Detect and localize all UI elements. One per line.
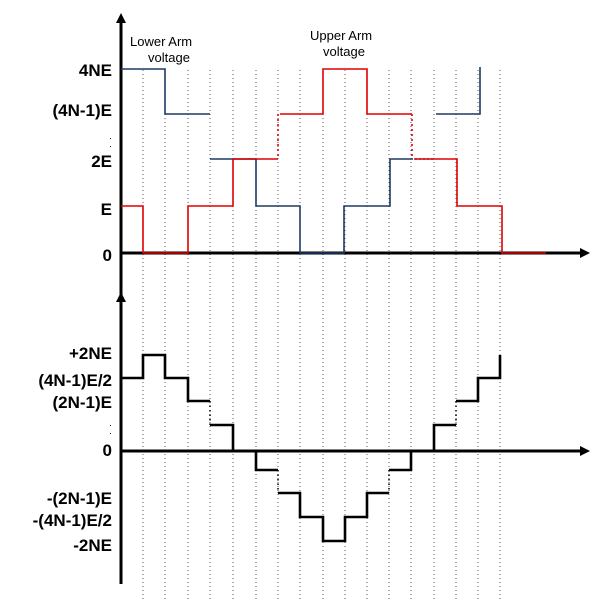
upper-arm-annotation-line1: Upper Arm [310, 28, 372, 43]
top-axis-break-dots: · [109, 133, 112, 143]
upper-arm-voltage-trace [121, 68, 546, 254]
bottom-tick-label-4n-1e-half: (4N-1)E/2 [38, 371, 112, 390]
bottom-panel: +2NE (4N-1)E/2 (2N-1)E 0 -(2N-1)E -(4N-1… [33, 292, 590, 584]
bottom-tick-label-minus-2ne: -2NE [73, 536, 112, 555]
top-axis-break-dots-2: · [109, 141, 112, 151]
bottom-tick-label-zero: 0 [103, 441, 112, 460]
bottom-tick-label-minus-2n-1e: -(2N-1)E [47, 489, 112, 508]
output-voltage-dotted-transitions [209, 401, 457, 493]
bottom-tick-label-minus-4n-1e-half: -(4N-1)E/2 [33, 511, 112, 530]
top-tick-label-e: E [101, 200, 112, 219]
bottom-tick-label-plus-2ne: +2NE [69, 344, 112, 363]
lower-arm-annotation-line2: voltage [148, 50, 190, 65]
top-panel: 4NE (4N-1)E 2E E 0 · · Lower Arm voltage… [52, 13, 590, 295]
lower-arm-annotation-line1: Lower Arm [130, 34, 192, 49]
bottom-axis-break-dots: · [109, 420, 112, 430]
upper-arm-annotation-line2: voltage [323, 44, 365, 59]
bottom-tick-label-2n-1e: (2N-1)E [52, 393, 112, 412]
output-voltage-trace [121, 353, 502, 543]
time-step-guides [142, 70, 501, 600]
top-tick-label-2e: 2E [91, 152, 112, 171]
lower-arm-voltage-trace [121, 67, 481, 254]
bottom-axis-break-dots-2: · [109, 428, 112, 438]
top-tick-label-zero: 0 [103, 246, 112, 265]
top-tick-label-4n-1e: (4N-1)E [52, 101, 112, 120]
top-tick-label-4ne: 4NE [79, 61, 112, 80]
